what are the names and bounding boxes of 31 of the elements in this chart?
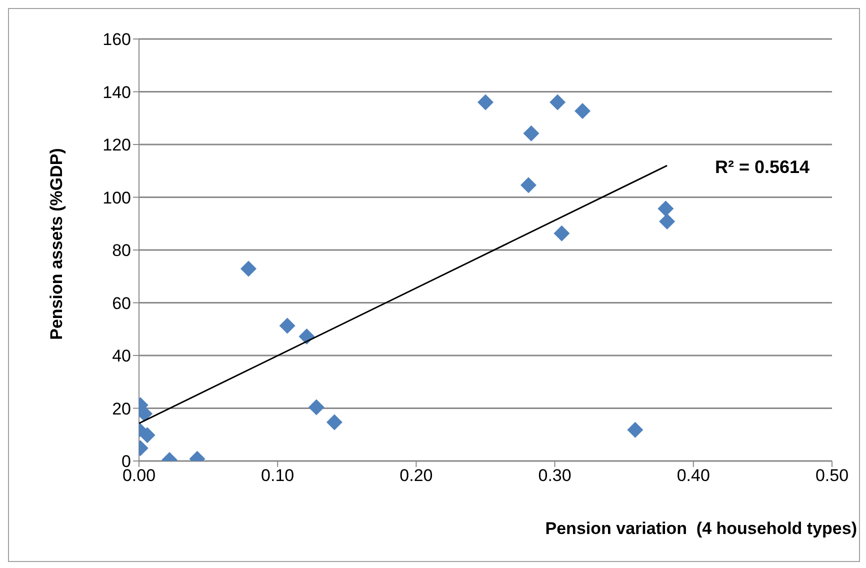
x-tick-label: 0.20: [400, 466, 433, 486]
point: [240, 260, 256, 277]
point: [279, 318, 296, 334]
y-tick-label: 120: [102, 136, 131, 155]
x-tick-label: 0.00: [122, 466, 156, 486]
x-tick-label: 0.10: [261, 466, 294, 486]
y-tick-label: 40: [112, 346, 131, 366]
point: [659, 214, 676, 230]
x-axis-title: Pension variation (4 household types): [545, 519, 857, 539]
point: [478, 94, 494, 110]
x-tick-label: 0.40: [676, 466, 710, 486]
x-tick-label: 0.50: [815, 466, 849, 486]
point: [326, 414, 342, 430]
x-tick-label: 0.30: [538, 466, 572, 486]
point: [523, 125, 540, 142]
y-tick-label: 20: [112, 399, 131, 418]
point: [139, 427, 156, 444]
y-tick-label: 140: [102, 82, 131, 102]
y-axis-title: Pension assets (%GDP): [47, 148, 67, 340]
y-tick-label: 80: [112, 241, 131, 260]
point: [554, 225, 570, 242]
y-tick-label: 100: [102, 188, 131, 208]
annotation: R² = 0.5614: [715, 157, 810, 178]
point: [627, 422, 644, 438]
point: [308, 399, 324, 416]
point: [550, 94, 566, 110]
y-tick-label: 60: [112, 294, 131, 313]
point: [574, 103, 591, 120]
point: [658, 200, 674, 217]
point: [520, 177, 536, 194]
y-tick-label: 160: [102, 30, 131, 50]
